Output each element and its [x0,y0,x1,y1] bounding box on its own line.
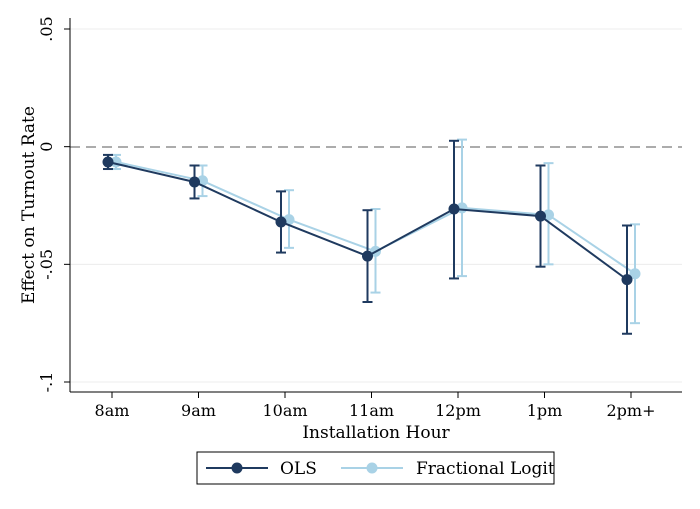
x-axis-title: Installation Hour [302,423,450,443]
x-tick-label: 2pm+ [607,401,656,420]
data-point [275,216,287,228]
y-tick-label: .05 [37,16,56,41]
x-axis-ticks: 8am 9am 10am 11am 12pm 1pm 2pm+ [95,392,656,420]
data-point [629,268,641,280]
x-tick-label: 11am [349,401,394,420]
legend: OLS Fractional Logit [196,451,555,485]
data-point [535,210,546,222]
x-tick-label: 8am [95,401,130,420]
x-tick-label: 10am [262,401,307,420]
y-tick-label: -.05 [37,249,56,280]
data-point [102,156,114,168]
data-point [448,203,460,215]
x-tick-label: 9am [181,401,216,420]
data-point [621,274,633,286]
y-tick-label: -.1 [37,372,56,393]
series-ols [102,139,633,335]
y-tick-label: 0 [37,142,56,152]
legend-marker-fractional-logit [366,462,378,474]
legend-label-fractional-logit: Fractional Logit [416,459,555,479]
series-group [102,138,641,335]
y-axis-ticks: .05 0 -.05 -.1 [37,16,70,392]
legend-label-ols: OLS [280,459,317,479]
legend-marker-ols [231,462,243,474]
data-point [362,250,373,262]
y-axis-title: Effect on Turnout Rate [19,106,39,304]
data-point [189,176,200,188]
grid-lines [70,28,682,383]
x-tick-label: 12pm [435,401,481,420]
x-tick-label: 1pm [527,401,563,420]
